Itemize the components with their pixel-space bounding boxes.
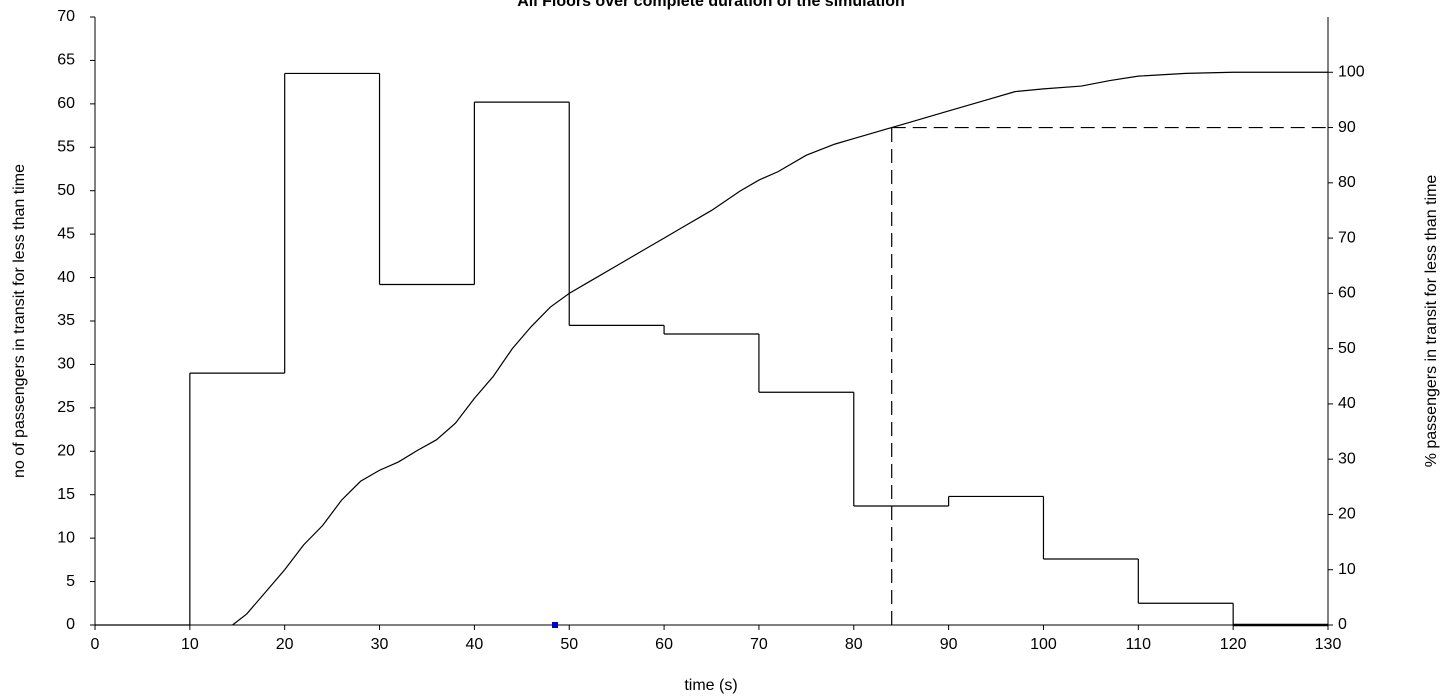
y-tick-label: 35 <box>57 312 75 329</box>
y-tick-label: 55 <box>57 139 75 156</box>
x-tick-label: 130 <box>1315 636 1342 653</box>
cumulative-line <box>232 71 1328 626</box>
x-tick-label: 0 <box>91 636 100 653</box>
x-tick-label: 120 <box>1220 636 1247 653</box>
y-axis-label: no of passengers in transit for less tha… <box>11 164 28 478</box>
y-tick-label: 70 <box>57 8 75 25</box>
y2-tick-label: 40 <box>1338 395 1356 412</box>
x-tick-label: 20 <box>276 636 294 653</box>
y2-tick-label: 90 <box>1338 119 1356 136</box>
x-tick-label: 40 <box>465 636 483 653</box>
x-tick-label: 10 <box>181 636 199 653</box>
y-tick-label: 5 <box>66 573 75 590</box>
chart-title: All Floors over complete duration of the… <box>517 0 905 10</box>
y-tick-label: 45 <box>57 225 75 242</box>
y2-tick-label: 80 <box>1338 174 1356 191</box>
x-tick-label: 30 <box>371 636 389 653</box>
y-tick-label: 20 <box>57 443 75 460</box>
y2-tick-label: 50 <box>1338 340 1356 357</box>
y-tick-label: 50 <box>57 182 75 199</box>
x-tick-label: 50 <box>560 636 578 653</box>
x-tick-label: 110 <box>1126 636 1152 653</box>
x-tick-label: 60 <box>655 636 673 653</box>
y2-tick-label: 20 <box>1338 506 1356 523</box>
y2-axis-label: % passengers in transit for less than ti… <box>1423 175 1440 468</box>
y-tick-label: 60 <box>57 95 75 112</box>
y-tick-label: 25 <box>57 399 75 416</box>
y2-tick-label: 70 <box>1338 229 1356 246</box>
y2-tick-label: 60 <box>1338 285 1356 302</box>
y2-tick-label: 30 <box>1338 450 1356 467</box>
point-marker <box>552 622 559 628</box>
y2-tick-label: 10 <box>1338 561 1356 578</box>
x-tick-label: 80 <box>845 636 863 653</box>
x-tick-label: 90 <box>940 636 958 653</box>
y-tick-label: 65 <box>57 52 75 69</box>
x-tick-label: 70 <box>750 636 768 653</box>
y-tick-label: 0 <box>66 616 75 633</box>
y2-tick-label: 100 <box>1338 63 1365 80</box>
y-tick-label: 10 <box>57 529 75 546</box>
y-tick-label: 15 <box>57 486 75 503</box>
x-tick-label: 100 <box>1030 636 1057 653</box>
y-tick-label: 40 <box>57 269 75 286</box>
y-tick-label: 30 <box>57 356 75 373</box>
y2-tick-label: 0 <box>1338 616 1347 633</box>
x-axis-label: time (s) <box>684 677 737 694</box>
